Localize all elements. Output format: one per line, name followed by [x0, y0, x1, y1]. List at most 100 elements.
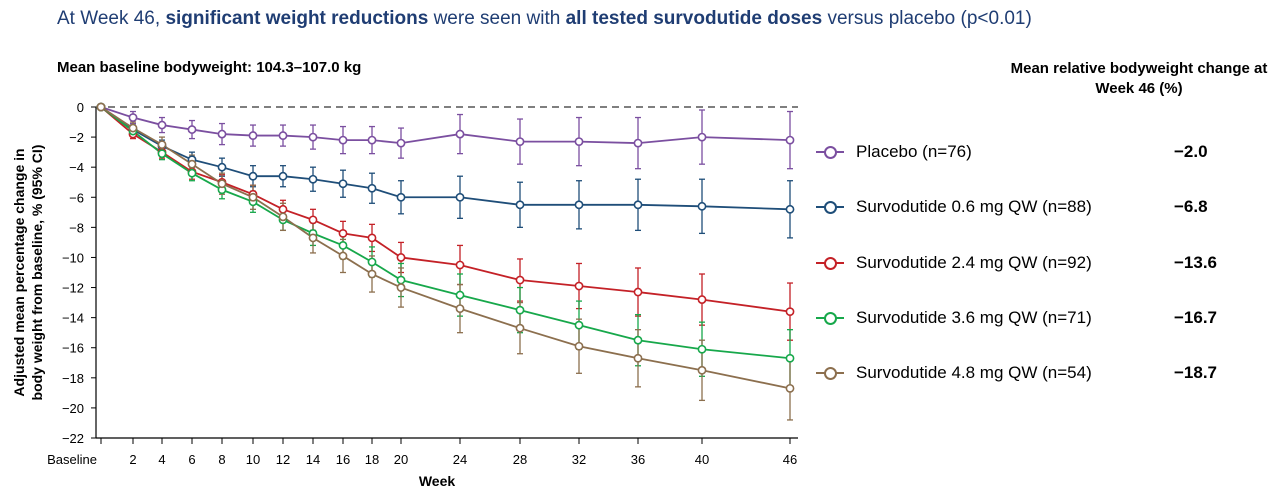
x-tick-label: 10 [246, 452, 260, 467]
data-point [338, 135, 348, 145]
data-point [633, 353, 643, 363]
legend-item: Survodutide 4.8 mg QW (n=54) −18.7 [816, 359, 1256, 387]
data-point [308, 174, 318, 184]
data-point [157, 140, 167, 150]
data-point [338, 251, 348, 261]
x-tick-label: 28 [513, 452, 527, 467]
data-point [308, 132, 318, 142]
data-point [217, 162, 227, 172]
data-point [278, 131, 288, 140]
legend-item: Survodutide 2.4 mg QW (n=92) −13.6 [816, 249, 1256, 277]
y-tick-label: 0 [77, 100, 84, 115]
legend-item: Survodutide 0.6 mg QW (n=88) −6.8 [816, 193, 1256, 221]
legend-label: Survodutide 3.6 mg QW (n=71) [856, 308, 1092, 327]
legend-item: Placebo (n=76) −2.0 [816, 138, 1256, 166]
data-point [455, 304, 465, 314]
data-point [697, 201, 707, 211]
headline-emphasis-1: significant weight reductions [165, 8, 429, 29]
y-tick-label: −18 [62, 371, 84, 386]
x-tick-label: 14 [306, 452, 320, 467]
data-point [157, 149, 167, 159]
data-point [633, 287, 643, 297]
x-tick-label: 16 [336, 452, 350, 467]
data-point [396, 138, 406, 148]
y-tick-label: −22 [62, 431, 84, 446]
data-point [338, 241, 348, 250]
y-axis-title-line-1: Adjusted mean percentage change in [11, 148, 27, 396]
data-point [367, 257, 377, 267]
data-point [633, 138, 643, 148]
legend-marker [824, 367, 837, 380]
data-point [248, 192, 258, 202]
series-1-line [100, 106, 791, 211]
y-tick-label: −8 [69, 220, 84, 235]
week46-value: −6.8 [1174, 197, 1208, 216]
data-point [697, 295, 707, 304]
data-point [633, 200, 643, 210]
x-tick-label: 8 [218, 452, 225, 467]
data-point [278, 171, 288, 181]
data-point [697, 344, 707, 354]
data-point [785, 204, 795, 214]
legend-label: Survodutide 2.4 mg QW (n=92) [856, 253, 1092, 272]
x-tick-label: 12 [276, 452, 290, 467]
x-tick-label: 32 [572, 452, 586, 467]
data-point [367, 183, 377, 193]
data-point [248, 131, 258, 140]
data-point [697, 365, 707, 375]
x-tick-label: 36 [631, 452, 645, 467]
data-point [278, 212, 288, 222]
series-0-line [100, 106, 791, 145]
data-point [338, 179, 348, 189]
data-point [278, 204, 288, 214]
data-point [187, 125, 197, 134]
y-axis-title-line-2: body weight from baseline, % (95% CI) [29, 145, 45, 401]
week46-column-title: Mean relative bodyweight change at Week … [1010, 60, 1268, 97]
data-point [338, 228, 348, 238]
week46-value: −18.7 [1174, 363, 1218, 382]
data-point [697, 132, 707, 142]
x-axis-title: Week [419, 473, 456, 488]
data-point [785, 307, 795, 317]
headline-text-1: At Week 46, [57, 8, 166, 29]
week46-value: −2.0 [1174, 142, 1208, 161]
data-point [574, 137, 584, 147]
data-point [248, 171, 258, 181]
legend-label: Survodutide 0.6 mg QW (n=88) [856, 197, 1092, 216]
data-point [515, 200, 525, 210]
data-point [157, 120, 167, 130]
data-point [217, 179, 227, 189]
data-point [396, 275, 406, 285]
data-point [96, 102, 106, 112]
data-point [308, 215, 318, 225]
data-point [396, 253, 406, 262]
data-point [367, 233, 377, 243]
y-tick-label: −2 [69, 130, 84, 145]
data-point [785, 383, 795, 393]
week46-value: −13.6 [1174, 253, 1218, 272]
y-tick-label: −10 [62, 250, 84, 265]
data-point [633, 335, 643, 345]
data-point [785, 353, 795, 363]
y-tick-label: −6 [69, 190, 84, 205]
x-tick-label: 46 [783, 452, 797, 467]
data-point [574, 200, 584, 210]
x-tick-label: Baseline [47, 452, 97, 467]
legend-marker [824, 201, 837, 214]
data-point [217, 129, 227, 139]
data-point [367, 135, 377, 145]
legend-label: Placebo (n=76) [856, 142, 972, 161]
headline: At Week 46, significant weight reduction… [57, 8, 1032, 30]
data-point [455, 290, 465, 300]
series-4-line [100, 106, 791, 390]
data-point [515, 323, 525, 333]
y-tick-label: −16 [62, 341, 84, 356]
legend-item: Survodutide 3.6 mg QW (n=71) −16.7 [816, 304, 1256, 332]
chart-subtitle: Mean baseline bodyweight: 104.3–107.0 kg [57, 59, 362, 76]
y-tick-label: −12 [62, 281, 84, 296]
data-point [574, 341, 584, 351]
headline-emphasis-2: all tested survodutide doses [565, 8, 823, 29]
x-tick-label: 6 [188, 452, 195, 467]
data-point [128, 123, 138, 133]
data-point [515, 137, 525, 147]
